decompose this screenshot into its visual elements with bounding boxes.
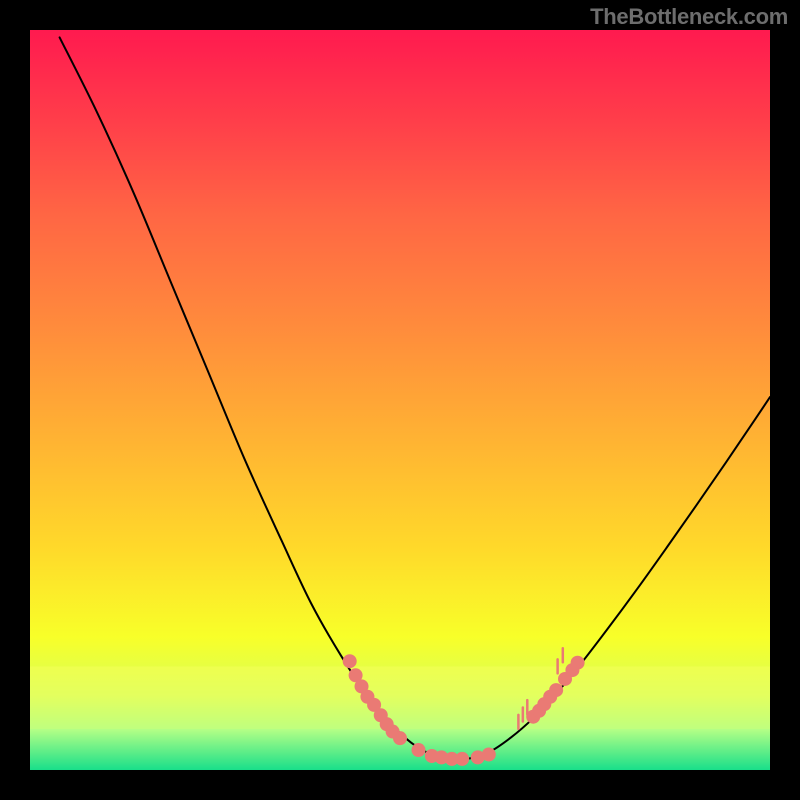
scatter-dot-bottom [455, 752, 469, 766]
watermark-text: TheBottleneck.com [590, 4, 788, 30]
scatter-dot-left [343, 654, 357, 668]
scatter-dot-bottom [482, 747, 496, 761]
scatter-dot-bottom [412, 743, 426, 757]
gradient-bg [30, 30, 770, 770]
scatter-dot-right [571, 656, 585, 670]
chart-container: TheBottleneck.com [0, 0, 800, 800]
scatter-dot-right [549, 683, 563, 697]
curve-svg [30, 30, 770, 770]
scatter-dot-left [393, 731, 407, 745]
plot-area [30, 30, 770, 770]
